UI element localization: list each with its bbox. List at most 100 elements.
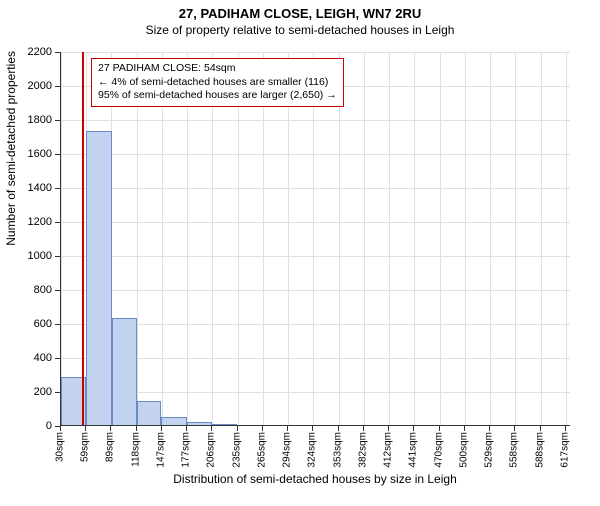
xtick-label: 500sqm <box>458 432 469 468</box>
xtick-label: 324sqm <box>307 432 318 468</box>
ytick-mark <box>55 86 60 87</box>
xtick-mark <box>110 426 111 431</box>
xtick-label: 617sqm <box>559 432 570 468</box>
ytick-mark <box>55 392 60 393</box>
ytick-label: 1000 <box>12 250 52 262</box>
ytick-label: 600 <box>12 318 52 330</box>
xtick-mark <box>489 426 490 431</box>
gridline-vertical <box>238 52 239 425</box>
xtick-mark <box>60 426 61 431</box>
ytick-mark <box>55 52 60 53</box>
gridline-vertical <box>339 52 340 425</box>
gridline-vertical <box>263 52 264 425</box>
xtick-label: 177sqm <box>181 432 192 468</box>
ytick-label: 1600 <box>12 148 52 160</box>
gridline-vertical <box>566 52 567 425</box>
gridline-vertical <box>187 52 188 425</box>
ytick-mark <box>55 120 60 121</box>
x-axis-label: Distribution of semi-detached houses by … <box>60 472 570 486</box>
histogram-bar <box>86 131 112 425</box>
gridline-vertical <box>162 52 163 425</box>
gridline-vertical <box>490 52 491 425</box>
gridline-vertical <box>541 52 542 425</box>
ytick-mark <box>55 256 60 257</box>
ytick-mark <box>55 154 60 155</box>
gridline-vertical <box>440 52 441 425</box>
ytick-label: 1400 <box>12 182 52 194</box>
gridline-vertical <box>389 52 390 425</box>
info-box-line: 95% of semi-detached houses are larger (… <box>98 89 337 103</box>
ytick-label: 1200 <box>12 216 52 228</box>
xtick-label: 558sqm <box>509 432 520 468</box>
xtick-mark <box>514 426 515 431</box>
xtick-mark <box>186 426 187 431</box>
xtick-mark <box>363 426 364 431</box>
ytick-label: 200 <box>12 386 52 398</box>
xtick-label: 30sqm <box>55 432 66 462</box>
xtick-mark <box>464 426 465 431</box>
xtick-label: 118sqm <box>130 432 141 467</box>
ytick-label: 800 <box>12 284 52 296</box>
histogram-bar <box>137 401 162 425</box>
xtick-label: 412sqm <box>383 432 394 468</box>
xtick-mark <box>413 426 414 431</box>
xtick-mark <box>136 426 137 431</box>
xtick-mark <box>565 426 566 431</box>
ytick-label: 1800 <box>12 114 52 126</box>
histogram-bar <box>187 422 212 425</box>
gridline-vertical <box>313 52 314 425</box>
xtick-mark <box>161 426 162 431</box>
gridline-vertical <box>137 52 138 425</box>
ytick-mark <box>55 222 60 223</box>
xtick-label: 235sqm <box>231 432 242 468</box>
plot-area: 27 PADIHAM CLOSE: 54sqm← 4% of semi-deta… <box>60 52 570 426</box>
gridline-vertical <box>414 52 415 425</box>
xtick-label: 265sqm <box>256 432 267 468</box>
histogram-bar <box>161 417 187 426</box>
gridline-vertical <box>212 52 213 425</box>
xtick-label: 147sqm <box>155 432 166 468</box>
gridline-vertical <box>61 52 62 425</box>
xtick-label: 382sqm <box>357 432 368 468</box>
xtick-label: 529sqm <box>484 432 495 468</box>
histogram-bar <box>212 424 237 425</box>
ytick-label: 0 <box>12 420 52 432</box>
xtick-mark <box>338 426 339 431</box>
xtick-mark <box>312 426 313 431</box>
xtick-label: 206sqm <box>206 432 217 468</box>
xtick-mark <box>540 426 541 431</box>
xtick-label: 470sqm <box>433 432 444 468</box>
xtick-mark <box>439 426 440 431</box>
page-subtitle: Size of property relative to semi-detach… <box>0 23 600 37</box>
gridline-vertical <box>515 52 516 425</box>
xtick-label: 441sqm <box>408 432 419 468</box>
xtick-mark <box>287 426 288 431</box>
ytick-label: 400 <box>12 352 52 364</box>
histogram-chart: 27 PADIHAM CLOSE: 54sqm← 4% of semi-deta… <box>60 52 570 426</box>
ytick-mark <box>55 324 60 325</box>
histogram-bar <box>112 318 137 425</box>
property-info-box: 27 PADIHAM CLOSE: 54sqm← 4% of semi-deta… <box>91 58 344 107</box>
ytick-mark <box>55 358 60 359</box>
xtick-mark <box>85 426 86 431</box>
ytick-label: 2200 <box>12 46 52 58</box>
property-marker-line <box>82 52 84 425</box>
xtick-label: 294sqm <box>282 432 293 468</box>
xtick-mark <box>211 426 212 431</box>
gridline-vertical <box>364 52 365 425</box>
xtick-mark <box>388 426 389 431</box>
xtick-label: 353sqm <box>332 432 343 468</box>
ytick-mark <box>55 188 60 189</box>
ytick-mark <box>55 290 60 291</box>
xtick-mark <box>237 426 238 431</box>
xtick-mark <box>262 426 263 431</box>
page-title: 27, PADIHAM CLOSE, LEIGH, WN7 2RU <box>0 6 600 21</box>
gridline-vertical <box>465 52 466 425</box>
xtick-label: 89sqm <box>105 432 116 462</box>
xtick-label: 59sqm <box>80 432 91 462</box>
info-box-line: 27 PADIHAM CLOSE: 54sqm <box>98 62 337 76</box>
info-box-line: ← 4% of semi-detached houses are smaller… <box>98 76 337 90</box>
gridline-vertical <box>288 52 289 425</box>
xtick-label: 588sqm <box>534 432 545 468</box>
ytick-label: 2000 <box>12 80 52 92</box>
